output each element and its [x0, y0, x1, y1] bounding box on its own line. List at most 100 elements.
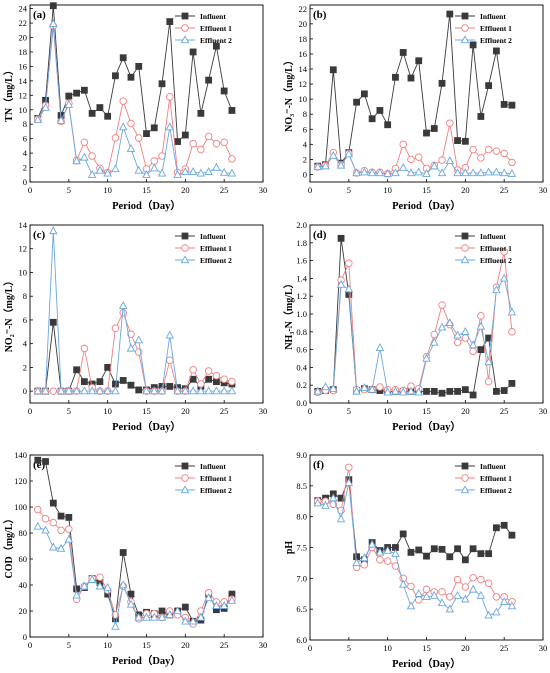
chart-panel: 0 5 10 15 20 25 30024681012141618202224(a)Peri… [2, 2, 267, 212]
data-point [41, 514, 50, 523]
x-tick-label: 25 [220, 406, 229, 416]
data-point [376, 556, 384, 564]
legend-marker [180, 485, 190, 494]
data-point [376, 383, 384, 391]
data-point [352, 168, 361, 177]
data-point [453, 338, 462, 347]
legend-marker [180, 35, 190, 44]
x-tick-label: 25 [500, 185, 509, 195]
data-point [499, 597, 509, 605]
data-point [407, 74, 415, 82]
x-tick-label: 0 [308, 185, 312, 195]
x-tick-label: 5 [347, 643, 351, 653]
series-line [317, 13, 512, 167]
data-point [430, 161, 439, 170]
data-point [80, 86, 88, 94]
y-tick-label: 6.5 [296, 604, 307, 614]
data-point [438, 301, 446, 309]
data-point [49, 226, 58, 235]
y-tick-label: 100 [14, 502, 27, 512]
data-point [219, 386, 229, 395]
chart-panel: 0 5 10 15 20 25 30 6.0 6.5 7.0 7.5 8.0 8.5 9.0 (f) Peri… [284, 450, 547, 670]
data-point [507, 168, 517, 177]
data-point [438, 588, 446, 596]
data-point [142, 170, 151, 178]
data-point [383, 168, 392, 177]
data-point [212, 139, 221, 148]
y-tick-label: 22 [299, 4, 308, 14]
data-point [103, 582, 112, 591]
data-point [500, 149, 508, 158]
data-point [157, 168, 167, 177]
data-point [188, 616, 198, 625]
data-point [142, 612, 151, 621]
data-point [492, 167, 501, 176]
legend-label: Effluent 2 [200, 486, 232, 495]
data-point [414, 167, 423, 176]
data-point [150, 163, 159, 172]
x-tick-label: 5 [347, 185, 351, 195]
legend-marker [181, 12, 189, 20]
y-tick-label: 60 [19, 554, 28, 564]
data-point [321, 500, 330, 509]
data-point [360, 90, 368, 98]
data-point [87, 386, 97, 395]
data-point [157, 612, 167, 621]
x-tick-label: 30 [539, 643, 548, 653]
data-point [484, 579, 493, 588]
data-point [228, 377, 236, 386]
legend-label: Effluent 2 [200, 256, 232, 265]
y-tick-label: 6 [23, 315, 27, 325]
data-point [508, 328, 516, 336]
data-point [461, 137, 469, 145]
data-point [492, 388, 500, 395]
data-point [134, 335, 143, 344]
x-tick-label: 15 [422, 406, 431, 416]
data-point [492, 47, 500, 55]
data-point [430, 337, 439, 346]
data-point [476, 590, 486, 599]
data-point [446, 119, 454, 128]
data-point [204, 132, 213, 141]
legend-marker [181, 244, 189, 252]
data-point [134, 165, 143, 174]
x-tick-label: 30 [539, 185, 548, 195]
data-point [406, 601, 416, 610]
data-point [484, 167, 493, 176]
legend-label: Influent [480, 12, 506, 21]
data-point [87, 170, 97, 178]
data-point [212, 42, 220, 50]
y-tick-label: 2.0 [296, 220, 307, 230]
data-point [398, 387, 408, 396]
data-point [468, 340, 478, 349]
data-point [111, 324, 120, 332]
data-point [204, 167, 213, 176]
y-tick-label: 0 [23, 177, 27, 187]
y-tick-label: 16 [299, 49, 308, 59]
legend-marker [461, 474, 469, 482]
y-tick-label: 7.5 [296, 543, 307, 553]
y-tick-label: 6.0 [296, 635, 307, 645]
data-point [204, 367, 213, 375]
data-point [119, 377, 127, 384]
data-point [360, 561, 369, 569]
panel-label: (d) [313, 229, 327, 241]
y-tick-label: 40 [19, 580, 28, 590]
series-line [317, 251, 513, 393]
data-point [181, 603, 189, 611]
y-tick-label: 140 [14, 450, 27, 460]
data-point [507, 307, 517, 316]
data-point [41, 525, 50, 534]
data-point [398, 162, 408, 171]
data-point [469, 41, 477, 49]
data-point [73, 366, 80, 374]
data-point [174, 138, 181, 145]
data-point [430, 125, 438, 132]
x-axis-label: Period（Day） [112, 654, 181, 667]
data-point [118, 300, 128, 309]
data-point [126, 144, 136, 152]
legend-label: Effluent 1 [200, 244, 232, 253]
data-point [446, 10, 454, 18]
data-point [383, 557, 392, 565]
x-tick-label: 15 [422, 185, 431, 195]
